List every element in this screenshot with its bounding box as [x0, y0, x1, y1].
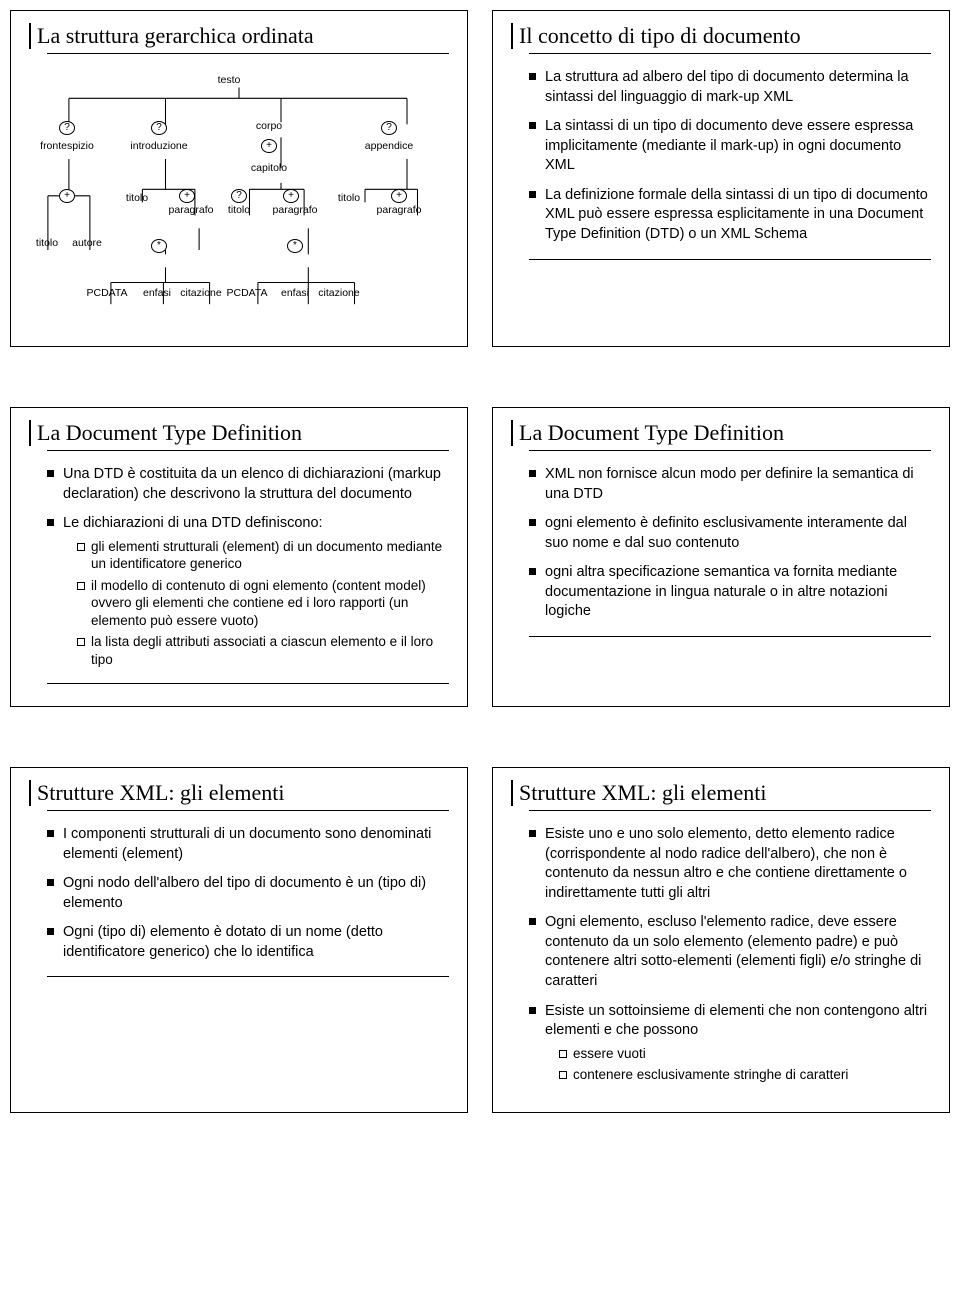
occurrence: + [59, 189, 75, 203]
tree-node: titolo [228, 204, 250, 216]
occurrence: ? [151, 121, 167, 135]
title-rule [529, 53, 931, 54]
occurrence: + [283, 189, 299, 203]
sub-bullet: la lista degli attributi associati a cia… [77, 633, 449, 668]
tree-node: corpo [256, 120, 282, 132]
title-rule [529, 450, 931, 451]
slide-title: La struttura gerarchica ordinata [29, 23, 449, 49]
slide-grid: La struttura gerarchica ordinata [10, 10, 950, 1113]
bullet: Una DTD è costituita da un elenco di dic… [47, 465, 449, 504]
sub-list: gli elementi strutturali (element) di un… [63, 538, 449, 669]
body-rule [47, 976, 449, 977]
title-rule [47, 53, 449, 54]
bullet-list: La struttura ad albero del tipo di docum… [511, 68, 931, 245]
tree-node: capitolo [251, 162, 287, 174]
tree-node: enfasi [143, 287, 171, 299]
occurrence: ? [59, 121, 75, 135]
tree-node: titolo [126, 192, 148, 204]
tree-node: frontespizio [40, 140, 94, 152]
tree-diagram: testo frontespizio introduzione corpo ap… [29, 68, 449, 328]
sub-bullet: il modello di contenuto di ogni elemento… [77, 577, 449, 630]
occurrence: + [391, 189, 407, 203]
tree-node: testo [218, 74, 241, 86]
title-rule [47, 810, 449, 811]
bullet: I componenti strutturali di un documento… [47, 825, 449, 864]
bullet-list: Esiste uno e uno solo elemento, detto el… [511, 825, 931, 1084]
bullet: ogni altra specificazione semantica va f… [529, 563, 931, 622]
sub-list: essere vuoti contenere esclusivamente st… [545, 1045, 931, 1084]
body-rule [529, 636, 931, 637]
sub-bullet: essere vuoti [559, 1045, 931, 1063]
bullet: La definizione formale della sintassi di… [529, 186, 931, 245]
sub-bullet: gli elementi strutturali (element) di un… [77, 538, 449, 573]
occurrence: + [261, 139, 277, 153]
tree-node: enfasi [281, 287, 309, 299]
bullet: Esiste un sottoinsieme di elementi che n… [529, 1002, 931, 1084]
tree-node: citazione [318, 287, 359, 299]
slide-1: La struttura gerarchica ordinata [10, 10, 468, 347]
bullet: XML non fornisce alcun modo per definire… [529, 465, 931, 504]
bullet-list: XML non fornisce alcun modo per definire… [511, 465, 931, 622]
tree-node: titolo [36, 237, 58, 249]
tree-node: paragrafo [377, 204, 422, 216]
slide-4: La Document Type Definition XML non forn… [492, 407, 950, 707]
bullet-list: Una DTD è costituita da un elenco di dic… [29, 465, 449, 669]
slide-3: La Document Type Definition Una DTD è co… [10, 407, 468, 707]
bullet: ogni elemento è definito esclusivamente … [529, 514, 931, 553]
occurrence: + [179, 189, 195, 203]
bullet-text: Le dichiarazioni di una DTD definiscono: [63, 515, 323, 531]
tree-node: citazione [180, 287, 221, 299]
bullet: Esiste uno e uno solo elemento, detto el… [529, 825, 931, 903]
tree-node: appendice [365, 140, 413, 152]
bullet-list: I componenti strutturali di un documento… [29, 825, 449, 962]
title-rule [529, 810, 931, 811]
tree-node: paragrafo [273, 204, 318, 216]
tree-node: PCDATA [86, 287, 127, 299]
bullet-text: Esiste un sottoinsieme di elementi che n… [545, 1003, 927, 1039]
occurrence: ? [231, 189, 247, 203]
bullet: Le dichiarazioni di una DTD definiscono:… [47, 514, 449, 668]
slide-6: Strutture XML: gli elementi Esiste uno e… [492, 767, 950, 1113]
bullet: La struttura ad albero del tipo di docum… [529, 68, 931, 107]
occurrence: * [287, 239, 303, 253]
slide-title: La Document Type Definition [511, 420, 931, 446]
slide-title: La Document Type Definition [29, 420, 449, 446]
tree-node: titolo [338, 192, 360, 204]
tree-node: introduzione [130, 140, 187, 152]
bullet: La sintassi di un tipo di documento deve… [529, 117, 931, 176]
tree-node: PCDATA [226, 287, 267, 299]
occurrence: ? [381, 121, 397, 135]
occurrence: * [151, 239, 167, 253]
slide-title: Strutture XML: gli elementi [511, 780, 931, 806]
tree-node: autore [72, 237, 102, 249]
body-rule [529, 259, 931, 260]
bullet: Ogni nodo dell'albero del tipo di docume… [47, 874, 449, 913]
tree-node: paragrafo [169, 204, 214, 216]
slide-title: Strutture XML: gli elementi [29, 780, 449, 806]
title-rule [47, 450, 449, 451]
slide-2: Il concetto di tipo di documento La stru… [492, 10, 950, 347]
sub-bullet: contenere esclusivamente stringhe di car… [559, 1066, 931, 1084]
body-rule [47, 683, 449, 684]
bullet: Ogni (tipo di) elemento è dotato di un n… [47, 923, 449, 962]
slide-title: Il concetto di tipo di documento [511, 23, 931, 49]
bullet: Ogni elemento, escluso l'elemento radice… [529, 913, 931, 991]
slide-5: Strutture XML: gli elementi I componenti… [10, 767, 468, 1113]
